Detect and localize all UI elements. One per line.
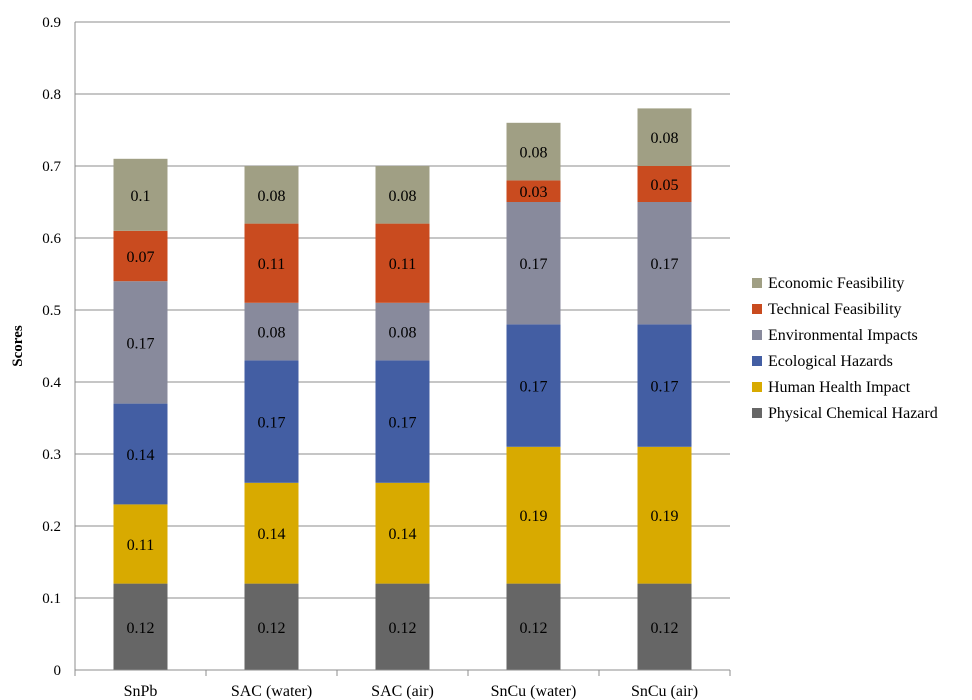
y-tick-label: 0 xyxy=(54,663,62,679)
y-axis-label: Scores xyxy=(10,325,26,367)
bar-segment xyxy=(375,223,430,303)
data-label: 0.17 xyxy=(651,379,679,396)
bar-segment xyxy=(637,166,692,202)
legend-swatch xyxy=(752,330,762,340)
data-label: 0.12 xyxy=(520,620,548,637)
legend-swatch xyxy=(752,304,762,314)
data-label: 0.17 xyxy=(258,415,286,432)
legend-entry: Physical Chemical Hazard xyxy=(768,405,938,422)
x-tick-label: SnCu (water) xyxy=(491,683,577,700)
legend: Economic Feasibility Technical Feasibilit… xyxy=(752,275,938,422)
data-label: 0.08 xyxy=(651,130,679,147)
bar-segment xyxy=(506,324,561,447)
legend-entry: Human Health Impact xyxy=(768,379,911,396)
legend-swatch xyxy=(752,278,762,288)
bar-segment xyxy=(113,281,168,404)
data-label: 0.08 xyxy=(389,188,417,205)
x-tick-label: SnCu (air) xyxy=(631,683,698,700)
x-tick-label: SAC (water) xyxy=(231,683,312,700)
bar-segment xyxy=(375,360,430,483)
bar-segment xyxy=(244,302,299,361)
data-label: 0.17 xyxy=(520,256,548,273)
bar-segment xyxy=(637,446,692,584)
data-label: 0.19 xyxy=(520,508,548,525)
legend-swatch xyxy=(752,356,762,366)
data-label: 0.08 xyxy=(520,145,548,162)
data-label: 0.08 xyxy=(389,325,417,342)
data-label: 0.07 xyxy=(127,249,155,266)
data-label: 0.12 xyxy=(127,620,155,637)
bar-segment xyxy=(506,180,561,202)
bar-segment xyxy=(375,583,430,670)
data-label: 0.12 xyxy=(389,620,417,637)
y-tick-labels: 0 0.1 0.2 0.3 0.4 0.5 0.6 0.7 0.8 0.9 xyxy=(42,15,61,679)
data-label: 0.14 xyxy=(258,526,286,543)
bar-segment xyxy=(506,122,561,181)
bar-segment xyxy=(113,230,168,282)
data-label: 0.05 xyxy=(651,177,679,194)
data-label: 0.17 xyxy=(127,335,155,352)
bar-segment xyxy=(244,583,299,670)
y-tick-label: 0.1 xyxy=(42,591,61,607)
y-tick-label: 0.3 xyxy=(42,447,61,463)
bar-segment xyxy=(637,108,692,166)
y-tick-label: 0.8 xyxy=(42,87,61,103)
bar-segment xyxy=(113,403,168,505)
bar-segment xyxy=(244,360,299,483)
data-label: 0.11 xyxy=(389,256,416,273)
x-tick-label: SnPb xyxy=(124,683,158,700)
y-tick-label: 0.5 xyxy=(42,303,61,319)
y-tick-label: 0.4 xyxy=(42,375,61,391)
bar-segment xyxy=(244,223,299,303)
bar-segment xyxy=(506,583,561,670)
legend-entry: Technical Feasibility xyxy=(768,301,902,318)
data-label: 0.17 xyxy=(651,256,679,273)
data-label: 0.14 xyxy=(127,447,155,464)
axes xyxy=(74,22,731,676)
y-tick-label: 0.7 xyxy=(42,159,61,175)
y-tick-label: 0.9 xyxy=(42,15,61,31)
legend-entry: Environmental Impacts xyxy=(768,327,918,344)
y-tick-label: 0.6 xyxy=(42,231,61,247)
x-tick-labels: SnPb SAC (water) SAC (air) SnCu (water) SnCu… xyxy=(124,683,698,700)
bar-segment xyxy=(637,202,692,325)
data-label: 0.11 xyxy=(258,256,285,273)
data-labels: 0.12 0.11 0.14 0.17 0.07 0.1 0.12 0.14 0.17 0.08 0… xyxy=(127,130,679,637)
bar-segment xyxy=(637,583,692,670)
bar-segment xyxy=(375,302,430,361)
data-label: 0.17 xyxy=(389,415,417,432)
legend-entry: Ecological Hazards xyxy=(768,353,893,370)
data-label: 0.11 xyxy=(127,537,154,554)
y-tick-label: 0.2 xyxy=(42,519,61,535)
data-label: 0.08 xyxy=(258,188,286,205)
data-label: 0.03 xyxy=(520,184,548,201)
data-label: 0.14 xyxy=(389,526,417,543)
bar-segment xyxy=(375,482,430,584)
legend-swatch xyxy=(752,408,762,418)
data-label: 0.12 xyxy=(651,620,679,637)
bar-segment xyxy=(506,446,561,584)
bar-segment xyxy=(113,158,168,231)
bar-segment xyxy=(506,202,561,325)
data-label: 0.19 xyxy=(651,508,679,525)
legend-entry: Economic Feasibility xyxy=(768,275,904,292)
bar-segment xyxy=(113,583,168,670)
legend-swatch xyxy=(752,382,762,392)
bar-segment xyxy=(375,166,430,224)
data-label: 0.17 xyxy=(520,379,548,396)
bar-segment xyxy=(637,324,692,447)
x-tick-label: SAC (air) xyxy=(371,683,434,700)
data-label: 0.1 xyxy=(131,188,151,205)
bar-segment xyxy=(113,504,168,584)
bar-segment xyxy=(244,482,299,584)
bars xyxy=(113,108,692,670)
data-label: 0.08 xyxy=(258,325,286,342)
data-label: 0.12 xyxy=(258,620,286,637)
bar-segment xyxy=(244,166,299,224)
